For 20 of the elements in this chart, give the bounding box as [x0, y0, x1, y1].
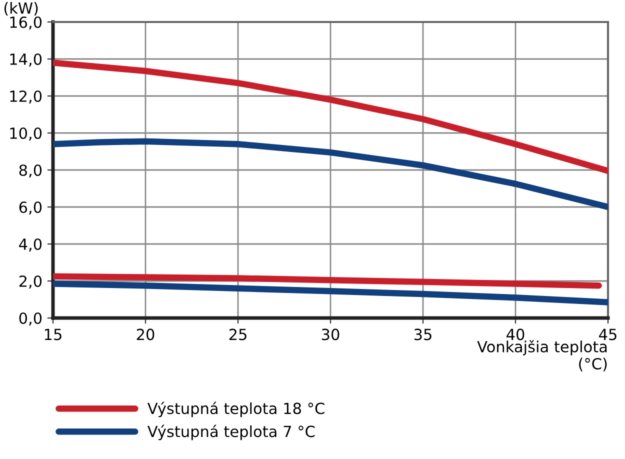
y-tick-label: 8,0 [19, 164, 42, 178]
y-tick-label: 6,0 [19, 201, 42, 215]
legend-label: Výstupná teplota 18 °C [147, 402, 324, 418]
y-tick-label: 12,0 [10, 90, 42, 104]
x-tick-label: 40 [506, 328, 524, 340]
y-tick-label: 0,0 [19, 312, 42, 326]
y-tick-label: 10,0 [10, 127, 42, 141]
y-tick-label: 14,0 [10, 53, 42, 67]
x-tick-label: 35 [414, 328, 432, 340]
y-tick-label: 16,0 [10, 16, 42, 30]
y-tick-label: 4,0 [19, 238, 42, 252]
x-tick-label: 45 [599, 328, 616, 340]
x-tick-label: 25 [229, 328, 246, 340]
x-tick-label: 20 [136, 328, 154, 340]
legend-label: Výstupná teplota 7 °C [147, 424, 315, 440]
x-axis-title: Vonkajšia teplota (°C) [477, 340, 607, 372]
y-axis-title: (kW) [4, 2, 38, 16]
x-tick-label: 15 [44, 328, 62, 340]
y-tick-label: 2,0 [19, 275, 42, 289]
x-tick-label: 30 [322, 328, 340, 340]
